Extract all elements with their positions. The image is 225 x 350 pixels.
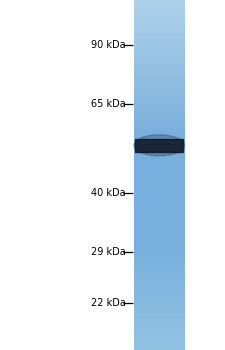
Text: 29 kDa: 29 kDa (91, 247, 126, 257)
Text: 22 kDa: 22 kDa (91, 298, 126, 308)
Ellipse shape (134, 135, 184, 156)
Bar (135, 139, 183, 152)
Text: 90 kDa: 90 kDa (91, 40, 126, 50)
Text: 65 kDa: 65 kDa (91, 99, 126, 110)
Text: 40 kDa: 40 kDa (91, 188, 126, 198)
